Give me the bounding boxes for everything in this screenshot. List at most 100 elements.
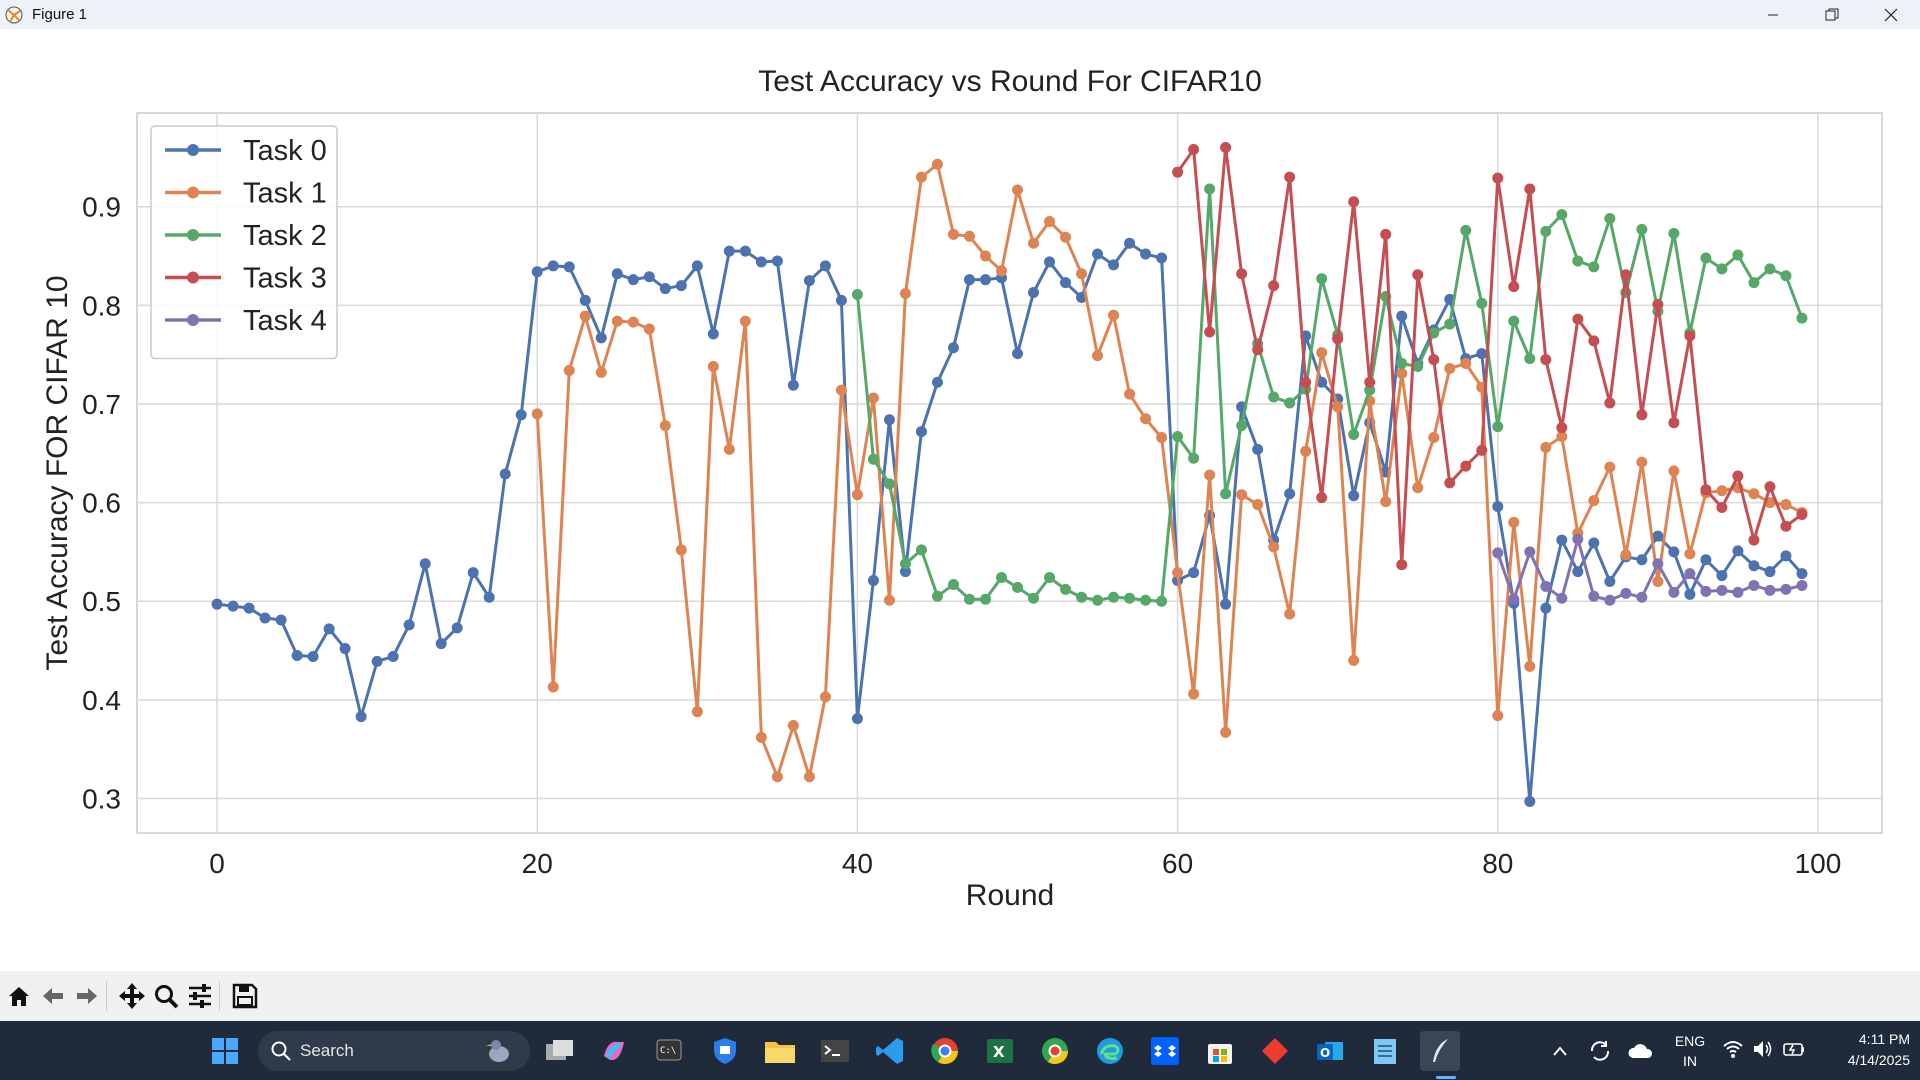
forward-button[interactable] bbox=[70, 979, 104, 1013]
save-button[interactable] bbox=[228, 979, 262, 1013]
close-button[interactable] bbox=[1861, 0, 1920, 29]
terminal-app-2[interactable] bbox=[815, 1031, 855, 1071]
data-point bbox=[1476, 348, 1488, 360]
pan-button[interactable] bbox=[115, 979, 149, 1013]
outlook-icon: O bbox=[1317, 1042, 1343, 1060]
feather-icon bbox=[1433, 1039, 1448, 1062]
anydesk-app[interactable] bbox=[1255, 1031, 1295, 1071]
save-icon bbox=[232, 983, 258, 1009]
dropbox-app[interactable] bbox=[1145, 1031, 1185, 1071]
data-point bbox=[1364, 384, 1376, 396]
data-point bbox=[1604, 575, 1616, 587]
zoom-button[interactable] bbox=[149, 979, 183, 1013]
data-point bbox=[1652, 575, 1664, 587]
plot-area bbox=[136, 112, 1883, 834]
line-chart: Test Accuracy vs Round For CIFAR10 Round… bbox=[41, 65, 1883, 912]
data-point bbox=[531, 408, 543, 420]
data-point bbox=[1684, 588, 1696, 600]
data-point bbox=[1284, 488, 1296, 500]
outlook-app[interactable]: O bbox=[1310, 1031, 1350, 1071]
python-figure-app[interactable] bbox=[1420, 1031, 1460, 1071]
data-point bbox=[435, 638, 447, 650]
start-button[interactable] bbox=[205, 1031, 245, 1071]
chrome-profile-app[interactable] bbox=[1035, 1031, 1075, 1071]
data-point bbox=[771, 771, 783, 783]
back-button[interactable] bbox=[36, 979, 70, 1013]
search-placeholder: Search bbox=[300, 1041, 354, 1060]
defender-app[interactable] bbox=[705, 1031, 745, 1071]
maximize-button[interactable] bbox=[1802, 0, 1861, 29]
data-point bbox=[1028, 237, 1040, 249]
x-tick-label: 0 bbox=[209, 848, 225, 879]
data-point bbox=[707, 328, 719, 340]
pan-icon bbox=[119, 983, 145, 1009]
data-point bbox=[963, 230, 975, 242]
y-tick-label: 0.7 bbox=[82, 389, 121, 420]
legend-swatch-marker bbox=[187, 186, 199, 199]
terminal-app[interactable]: C:\ bbox=[650, 1031, 690, 1071]
data-point bbox=[835, 294, 847, 306]
data-point bbox=[851, 713, 863, 725]
excel-app[interactable]: X bbox=[980, 1031, 1020, 1071]
data-point bbox=[963, 593, 975, 605]
data-point bbox=[1588, 537, 1600, 549]
data-point bbox=[1540, 441, 1552, 453]
data-point bbox=[883, 414, 895, 426]
minimize-button[interactable] bbox=[1743, 0, 1802, 29]
data-point bbox=[1092, 594, 1104, 606]
forward-icon bbox=[77, 988, 97, 1004]
matplotlib-toolbar bbox=[0, 971, 1920, 1021]
data-point bbox=[851, 288, 863, 300]
home-button[interactable] bbox=[2, 979, 36, 1013]
show-hidden-icons-button[interactable] bbox=[1540, 1031, 1580, 1071]
wifi-icon bbox=[1723, 1041, 1743, 1058]
edge-app[interactable] bbox=[1090, 1031, 1130, 1071]
file-explorer-app[interactable] bbox=[760, 1031, 800, 1071]
data-point bbox=[1716, 263, 1728, 275]
data-point bbox=[979, 593, 991, 605]
sync-tray-button[interactable] bbox=[1580, 1031, 1620, 1071]
data-point bbox=[1492, 501, 1504, 513]
toolbar-separator bbox=[106, 981, 113, 1011]
task-view-button[interactable] bbox=[540, 1031, 580, 1071]
data-point bbox=[1108, 591, 1120, 603]
language-indicator[interactable]: ENG IN bbox=[1668, 1031, 1712, 1071]
figure-canvas[interactable]: Test Accuracy vs Round For CIFAR10 Round… bbox=[0, 29, 1920, 971]
matplotlib-app-icon bbox=[5, 6, 23, 23]
data-point bbox=[979, 250, 991, 262]
taskbar-search[interactable]: Search bbox=[258, 1031, 530, 1071]
configure-button[interactable] bbox=[183, 979, 217, 1013]
data-point bbox=[403, 619, 415, 631]
quick-settings-button[interactable] bbox=[1722, 1038, 1806, 1060]
data-point bbox=[1060, 231, 1072, 243]
onedrive-tray-button[interactable] bbox=[1620, 1031, 1660, 1071]
data-point bbox=[1316, 347, 1328, 359]
data-point bbox=[1508, 516, 1520, 528]
data-point bbox=[1220, 488, 1232, 500]
clock-date: 4/14/2025 bbox=[1847, 1052, 1910, 1068]
data-point bbox=[1668, 546, 1680, 558]
data-point bbox=[1460, 358, 1472, 370]
clock[interactable]: 4:11 PM 4/14/2025 bbox=[1810, 1029, 1910, 1071]
data-point bbox=[1540, 225, 1552, 237]
vscode-app[interactable] bbox=[870, 1031, 910, 1071]
data-point bbox=[627, 274, 639, 286]
copilot-app[interactable] bbox=[595, 1031, 635, 1071]
data-point bbox=[1764, 584, 1776, 596]
data-point bbox=[307, 650, 319, 662]
excel-icon: X bbox=[987, 1039, 1013, 1063]
store-app[interactable] bbox=[1200, 1031, 1240, 1071]
notepad-app[interactable] bbox=[1365, 1031, 1405, 1071]
data-point bbox=[1540, 354, 1552, 366]
data-point bbox=[1028, 592, 1040, 604]
data-point bbox=[563, 261, 575, 273]
data-point bbox=[1716, 502, 1728, 514]
chart-title: Test Accuracy vs Round For CIFAR10 bbox=[758, 65, 1262, 98]
data-point bbox=[1316, 492, 1328, 504]
data-point bbox=[1060, 583, 1072, 595]
data-point bbox=[1636, 409, 1648, 421]
chrome-app[interactable] bbox=[925, 1031, 965, 1071]
back-icon bbox=[43, 988, 63, 1004]
data-point bbox=[387, 650, 399, 662]
data-point bbox=[1780, 550, 1792, 562]
